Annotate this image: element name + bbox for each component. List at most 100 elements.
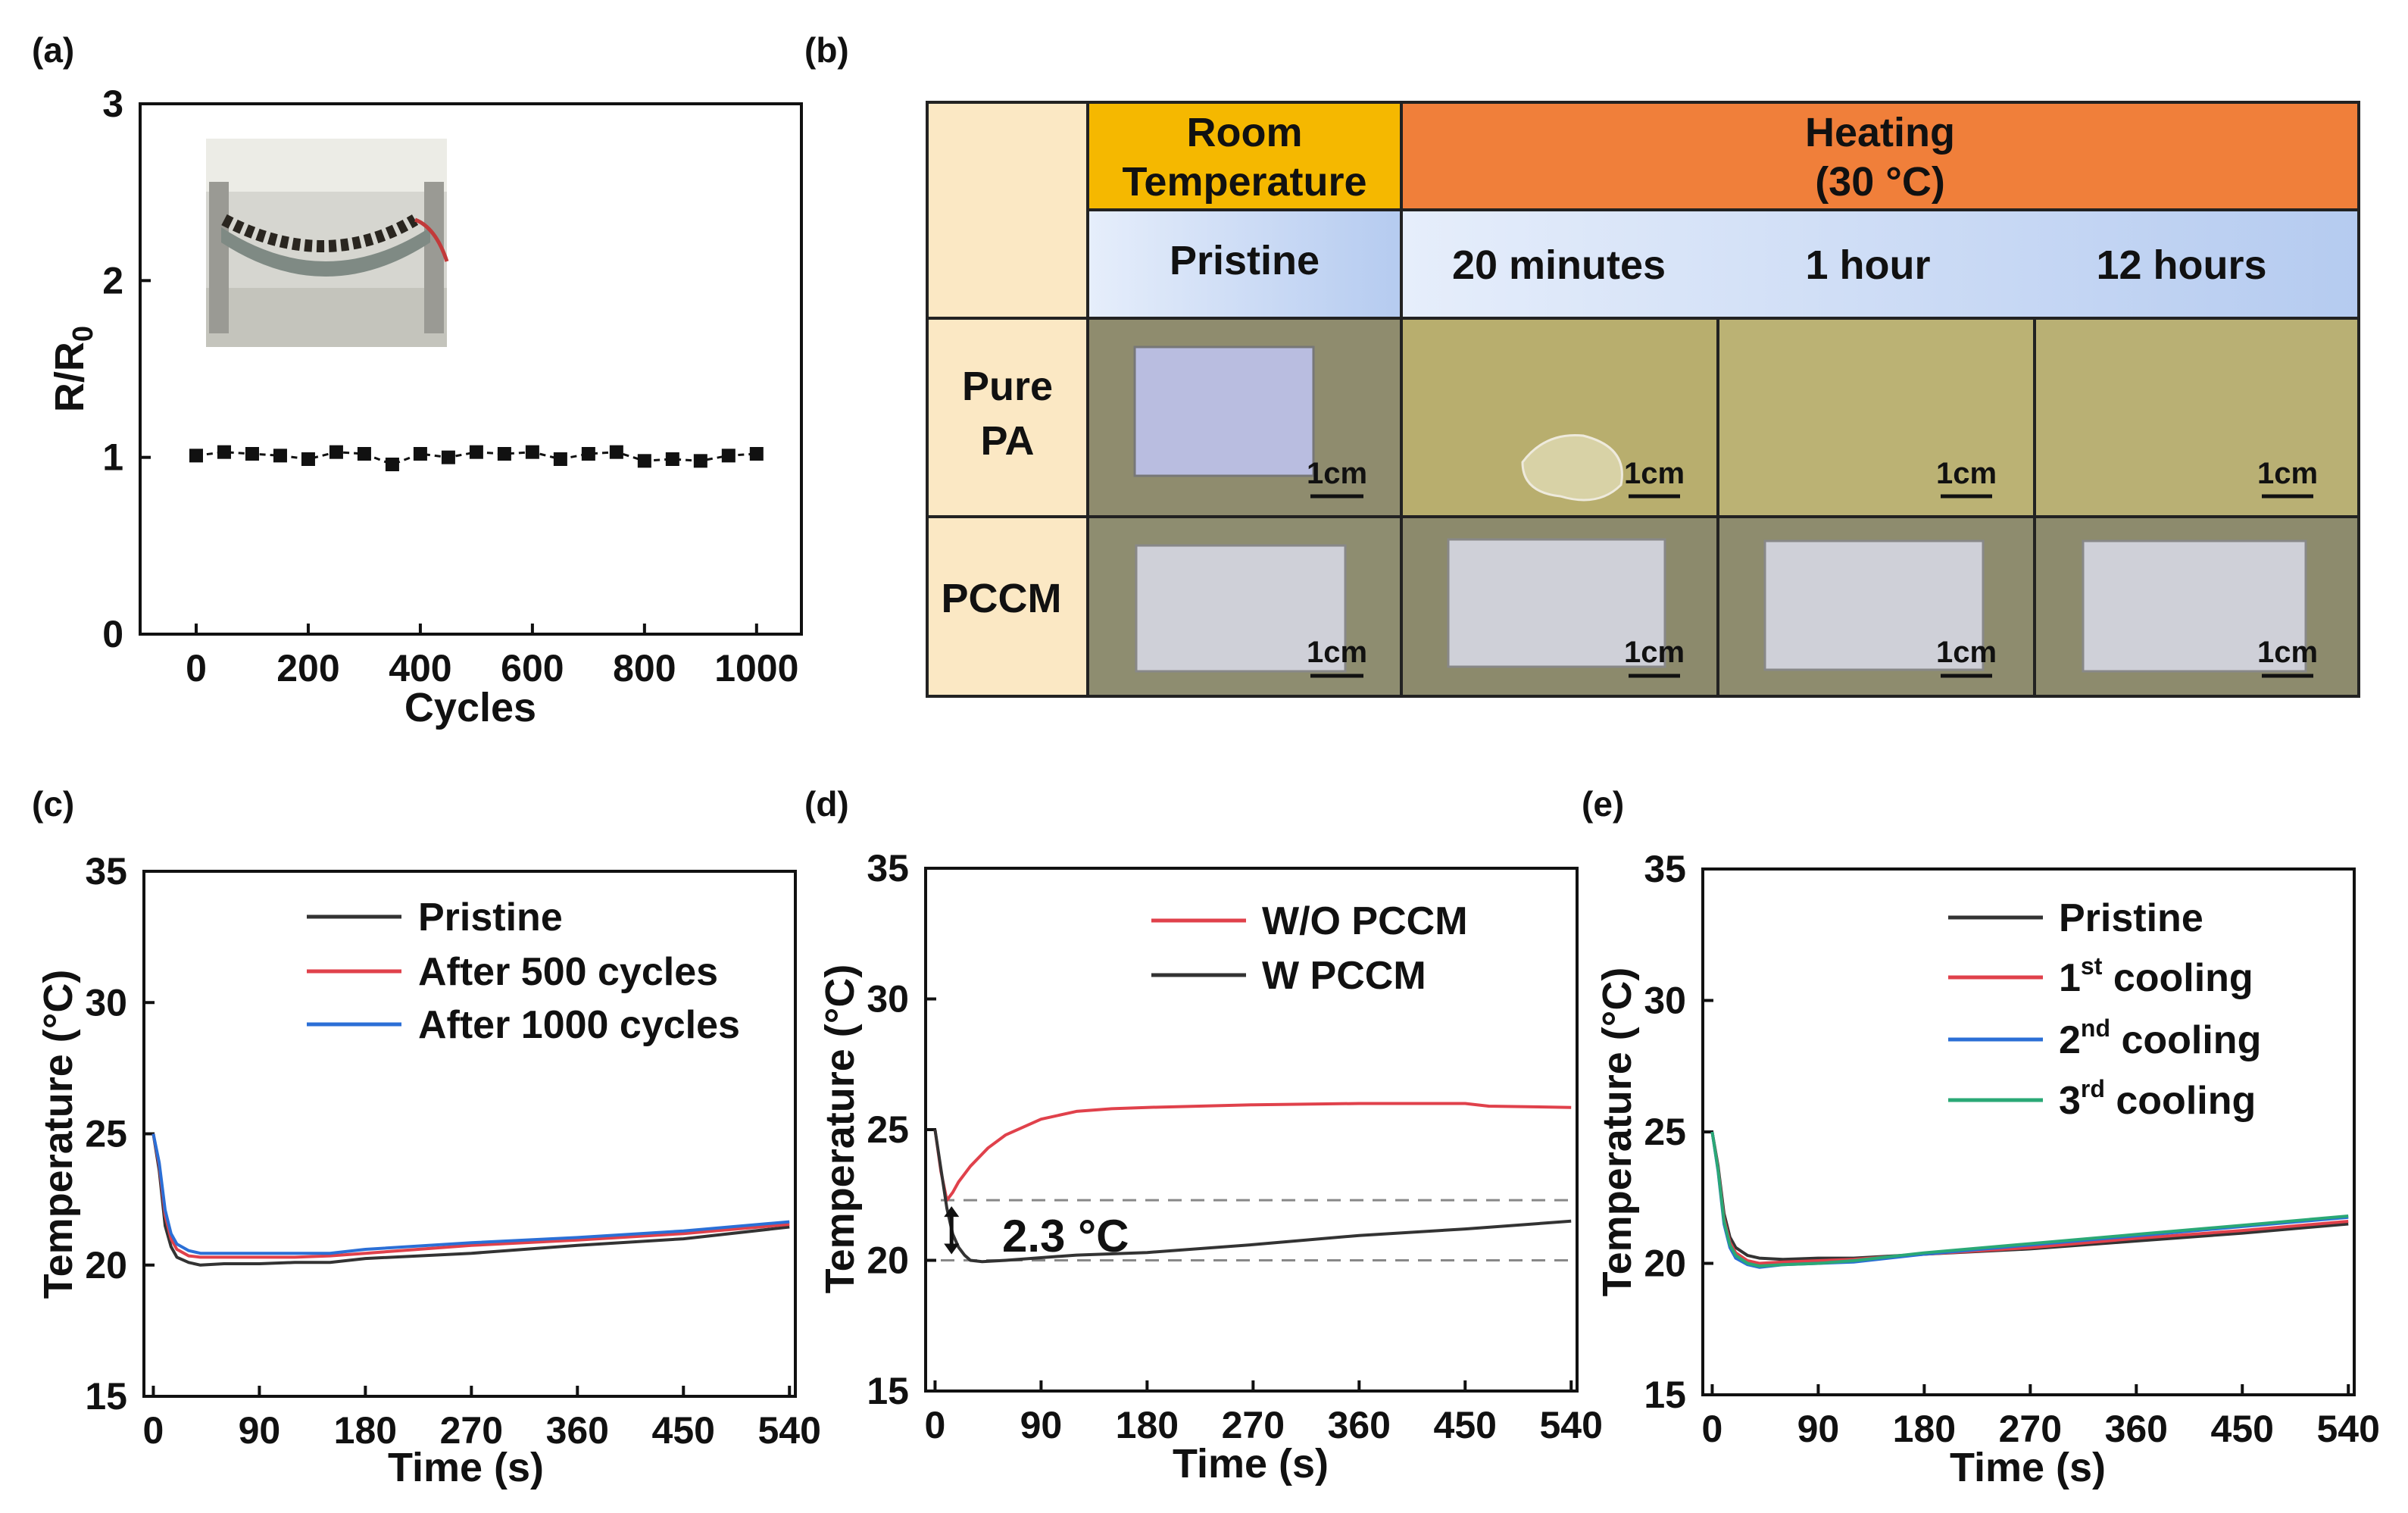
legend-label-e-0: Pristine	[2059, 896, 2203, 940]
legend-label-e-3: 3rd cooling	[2059, 1075, 2256, 1123]
inset-wire	[414, 217, 449, 262]
data-point-a-6	[357, 447, 371, 461]
x-tick-label-c-0: 0	[143, 1409, 164, 1452]
x-axis-label-e: Time (s)	[1950, 1445, 2106, 1490]
y-tick-label-a-3: 3	[102, 83, 123, 125]
data-point-a-9	[441, 450, 455, 464]
x-tick-label-e-0: 0	[1702, 1408, 1723, 1450]
x-tick-label-c-1: 90	[239, 1409, 281, 1452]
x-tick-label-a-3: 600	[501, 647, 564, 689]
data-point-a-5	[329, 445, 343, 459]
legend-label-e-base-0: Pristine	[2059, 896, 2203, 940]
inset-photo-wall	[206, 139, 447, 192]
x-tick-label-a-2: 400	[389, 647, 451, 689]
column-12-hours: 12 hours	[2096, 242, 2266, 288]
x-tick-label-e-4: 360	[2105, 1408, 2168, 1450]
x-tick-label-c-4: 360	[546, 1409, 609, 1452]
scale-label-r0-c0: 1cm	[1307, 457, 1367, 490]
y-tick-label-c-4: 35	[85, 850, 127, 892]
plot-frame-d	[924, 867, 1579, 1393]
scale-label-r1-c0: 1cm	[1307, 636, 1367, 669]
legend-c: Pristine After 500 cycles After 1000 cyc…	[307, 896, 740, 1047]
inset-clamp-right	[424, 182, 444, 333]
x-tick-label-c-2: 180	[334, 1409, 397, 1452]
x-tick-label-e-2: 180	[1893, 1408, 1956, 1450]
data-point-a-4	[301, 452, 315, 466]
x-tick-label-d-2: 180	[1116, 1404, 1179, 1446]
y-tick-label-e-1: 20	[1644, 1243, 1686, 1285]
series-line-d-0	[933, 1102, 1572, 1202]
data-point-a-7	[385, 458, 399, 471]
x-tick-label-a-5: 1000	[714, 647, 798, 689]
legend-d: W/O PCCM W PCCM	[1151, 899, 1468, 998]
x-axis-label-c: Time (s)	[388, 1445, 544, 1490]
x-tick-label-d-6: 540	[1540, 1404, 1603, 1446]
delta-arrow-head-top	[944, 1206, 960, 1218]
y-axis-label-d: Temperature (°C)	[817, 964, 863, 1294]
x-tick-label-d-1: 90	[1020, 1404, 1063, 1446]
axis-ticks-d: 0 90 180 270 360 450 540 15 20 25 30 35	[867, 847, 1603, 1446]
inset-photo-sensor	[206, 139, 449, 347]
y-tick-label-d-0: 15	[867, 1370, 909, 1412]
y-tick-label-c-3: 30	[85, 981, 127, 1024]
y-tick-label-d-2: 25	[867, 1108, 909, 1151]
x-tick-label-e-5: 450	[2211, 1408, 2274, 1450]
data-point-a-14	[581, 447, 595, 461]
scale-label-r0-c1: 1cm	[1624, 457, 1685, 490]
header-room-line1: Room	[1187, 110, 1303, 155]
row-header-pccm-cell	[927, 517, 1088, 696]
axis-ticks-c: 0 90 180 270 360 450 540 15 20 25 30 35	[85, 850, 821, 1452]
chart-e: 0 90 180 270 360 450 540 15 20 25 30 35 Pristine 1st…	[1594, 848, 2380, 1490]
series-line-c-0	[151, 1133, 790, 1267]
x-tick-label-a-1: 200	[276, 647, 339, 689]
photo-pure-pa-12hours	[2035, 318, 2359, 517]
reference-lines-d	[941, 1199, 1574, 1261]
legend-label-e-tail-3: cooling	[2105, 1079, 2256, 1123]
x-tick-label-d-5: 450	[1434, 1404, 1497, 1446]
row-pure-pa-line2: PA	[980, 418, 1034, 464]
x-tick-label-c-3: 270	[440, 1409, 503, 1452]
data-point-a-20	[749, 447, 764, 461]
data-point-a-3	[273, 449, 287, 463]
header-room-temperature	[1088, 102, 1401, 210]
panel-label-c: (c)	[32, 784, 74, 824]
delta-annotation: 2.3 °C	[1002, 1211, 1129, 1261]
data-point-a-2	[245, 447, 259, 461]
legend-label-e-base-3: 3	[2059, 1079, 2081, 1123]
x-tick-label-e-6: 540	[2317, 1408, 2380, 1450]
header-heating-line1: Heating	[1805, 110, 1955, 155]
inset-sensor-strip	[221, 214, 419, 252]
x-tick-label-d-3: 270	[1222, 1404, 1285, 1446]
subheader-heating-cell	[1401, 210, 2359, 318]
sample-pure-pa-pristine	[1133, 345, 1315, 477]
x-tick-label-a-0: 0	[186, 647, 207, 689]
series-group-a	[189, 445, 764, 471]
series-line-e-3	[1710, 1131, 2349, 1268]
sample-pccm-pristine	[1135, 544, 1347, 673]
legend-label-e-base-1: 1	[2059, 956, 2081, 1000]
y-tick-label-c-0: 15	[85, 1375, 127, 1418]
series-group-c	[151, 1133, 790, 1267]
data-point-a-19	[721, 449, 736, 463]
y-axis-label-a-sub: 0	[67, 326, 99, 342]
series-line-c-2	[151, 1133, 790, 1255]
y-axis-label-c: Temperature (°C)	[36, 970, 81, 1299]
photo-cells	[1088, 318, 2359, 696]
x-axis-label-d: Time (s)	[1173, 1441, 1329, 1486]
legend-label-d-1: W PCCM	[1262, 954, 1426, 998]
column-1-hour: 1 hour	[1805, 242, 1930, 288]
legend-label-e-tail-1: cooling	[2102, 956, 2253, 1000]
y-tick-label-e-3: 30	[1644, 980, 1686, 1022]
header-heating-line2: (30 °C)	[1815, 159, 1945, 205]
axis-ticks-a: 0 200 400 600 800 1000 0 1 2 3	[102, 83, 798, 689]
sample-pccm-1hour	[1763, 539, 1985, 671]
row-pure-pa-line1: Pure	[962, 364, 1053, 409]
data-point-a-1	[217, 445, 231, 459]
column-pristine: Pristine	[1170, 238, 1320, 283]
row-pccm: PCCM	[942, 576, 1062, 621]
data-point-a-16	[637, 454, 651, 468]
y-tick-label-e-2: 25	[1644, 1111, 1686, 1153]
header-room-line2: Temperature	[1122, 159, 1366, 205]
x-tick-label-d-4: 360	[1328, 1404, 1391, 1446]
